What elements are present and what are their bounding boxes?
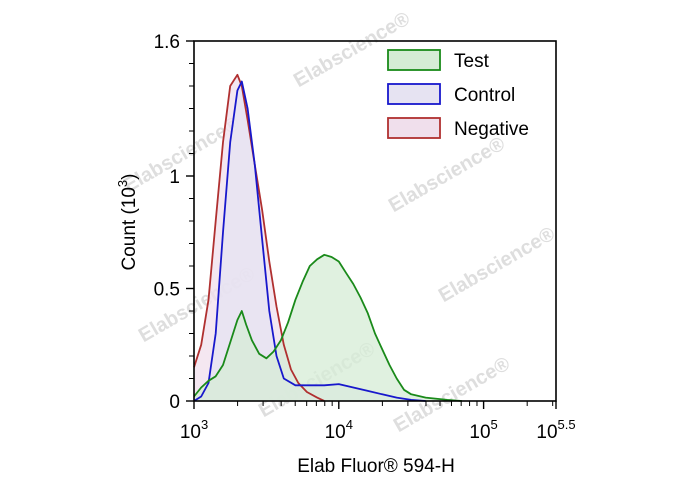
legend-swatch-negative (387, 117, 441, 139)
x-tick-label-3: 105 (469, 417, 497, 443)
ticks-layer: 103 104 105 105.500.511.6 (154, 32, 576, 443)
series-line-test (193, 253, 462, 402)
y-axis-title-main: Count (119, 219, 140, 270)
legend-swatch-test (387, 49, 441, 71)
y-axis-title-exp-close: ) (119, 173, 140, 179)
y-axis-title-exp-base: (10 (119, 187, 140, 214)
x-tick-exp: 5.5 (558, 417, 576, 432)
x-tick-base: 10 (325, 422, 346, 443)
series-fill-control (194, 81, 426, 401)
series-line-control (193, 80, 426, 402)
watermark-3: Elabscience® (385, 133, 509, 217)
y-tick-label-3: 1 (169, 167, 180, 188)
watermark-4: Elabscience® (435, 223, 559, 307)
y-tick-label-4: 1.6 (154, 32, 180, 53)
x-tick-label-4: 105.5 (536, 417, 575, 443)
series-layer (193, 73, 462, 402)
legend-swatch-control (387, 83, 441, 105)
series-fill-test (194, 254, 462, 401)
x-tick-exp: 4 (346, 417, 353, 432)
x-tick-base: 10 (469, 422, 490, 443)
y-axis-title: Count (103) (115, 173, 140, 270)
y-tick-label-2: 0.5 (154, 280, 180, 301)
legend-label-test: Test (454, 51, 490, 72)
x-tick-label-1: 103 (180, 417, 208, 443)
x-tick-exp: 5 (491, 417, 498, 432)
x-tick-base: 10 (536, 422, 557, 443)
legend-label-negative: Negative (454, 119, 529, 140)
y-tick-label-1: 0 (169, 392, 180, 413)
legend-label-control: Control (454, 85, 515, 106)
y-axis-title-exp-power: 3 (115, 180, 130, 187)
x-axis-title: Elab Fluor® 594-H (297, 456, 455, 477)
x-tick-exp: 3 (201, 417, 208, 432)
legend: Test Control Negative (387, 49, 529, 140)
x-tick-label-2: 104 (325, 417, 353, 443)
x-tick-base: 10 (180, 422, 201, 443)
